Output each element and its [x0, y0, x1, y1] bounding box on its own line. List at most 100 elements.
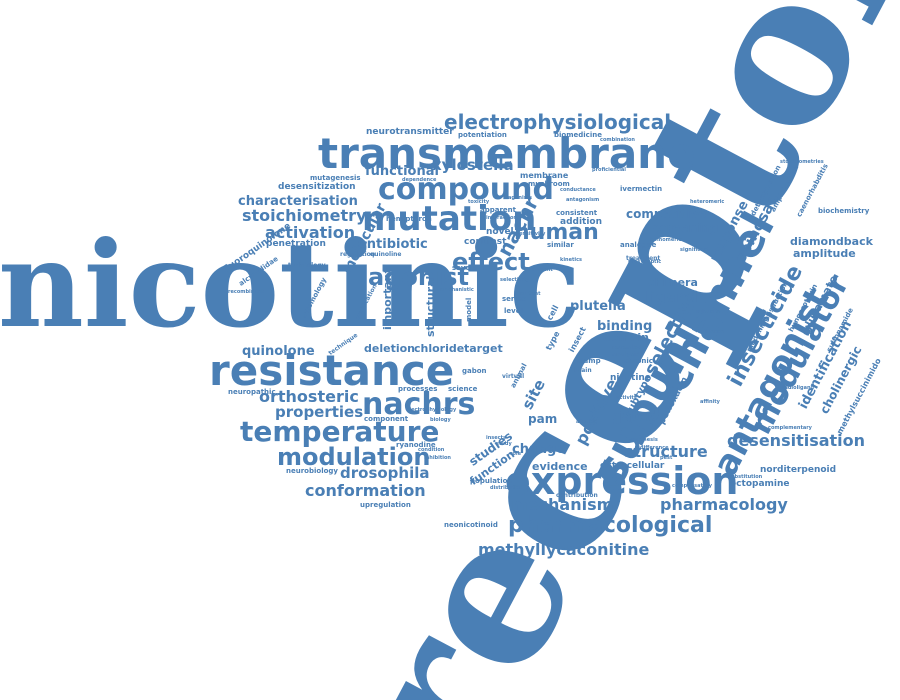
word-target: target: [464, 342, 503, 355]
word-nicotinic: nicotinic: [0, 215, 581, 354]
word-ryanodine: ryanodine: [396, 441, 436, 449]
word-difference: difference: [640, 445, 669, 451]
word-functional: functional: [365, 164, 439, 179]
word-significant: significant: [680, 247, 710, 253]
word-mushroom: mushroom: [528, 180, 570, 188]
word-clamp: clamp: [577, 357, 601, 365]
word-consistent: consistent: [556, 209, 598, 217]
word-extracellular: extracellular: [600, 461, 665, 471]
word-competitive: competitive: [626, 207, 707, 221]
word-xylostella: xylostella: [432, 156, 514, 174]
word-effect: effect: [452, 248, 530, 276]
word-hemipteron: hemipteron: [386, 215, 432, 223]
word-transmembrane: transmembrane: [318, 129, 696, 178]
word-series: series: [502, 295, 526, 303]
word-science: science: [448, 385, 478, 393]
word-neurotransmitter: neurotransmitter: [366, 127, 454, 137]
word-ligand: ligand: [645, 288, 698, 306]
word-combination: combination: [600, 137, 635, 143]
word-recombinant: recombinant: [228, 289, 264, 295]
word-heteromeric: heteromeric: [690, 199, 725, 205]
word-expression: expression: [505, 459, 739, 503]
word-pest: pest: [660, 455, 673, 461]
word-conformation: conformation: [305, 481, 426, 500]
word-conductance: conductance: [560, 187, 596, 193]
word-biomedicine: biomedicine: [554, 131, 602, 139]
word-potentiation: potentiation: [458, 131, 507, 139]
word-important: important: [381, 268, 394, 330]
word-novel: novel: [486, 227, 514, 237]
word-methyllycaconitine: methyllycaconitine: [478, 540, 650, 559]
word-plutella: plutella: [570, 299, 626, 314]
word-affinity: affinity: [700, 399, 720, 405]
word-antagonism: antagonism: [566, 197, 600, 203]
word-population: population: [470, 477, 513, 485]
word-biochemistry: biochemistry: [818, 207, 870, 215]
word-properties: properties: [275, 403, 364, 421]
word-several: several: [452, 264, 481, 272]
word-electrophysiological: electrophysiological: [444, 110, 672, 134]
word-screening: screening: [652, 221, 719, 235]
word-chimera: chimera: [648, 276, 698, 289]
word-mechanistic: mechanistic: [440, 287, 474, 293]
word-electrophysiology: electrophysiology: [406, 407, 457, 413]
word-influence: influence: [698, 329, 724, 335]
word-condition: condition: [418, 447, 445, 453]
word-mutagenesis: mutagenesis: [310, 174, 361, 182]
word-desensitization: desensitization: [278, 182, 356, 192]
word-drosophila: drosophila: [340, 464, 430, 482]
word-apparent: apparent: [480, 206, 516, 214]
word-quinoline: quinoline: [370, 251, 402, 258]
word-alkaloid: alkaloid: [576, 419, 599, 425]
word-chloride: chloride: [414, 342, 465, 355]
word-characterisation: characterisation: [238, 194, 358, 209]
word-subunits: subunits: [696, 309, 721, 315]
word-change: change: [512, 442, 566, 457]
word-model: model: [465, 297, 473, 322]
word-neurobiology: neurobiology: [286, 467, 338, 475]
word-resistance: resistance: [209, 346, 455, 395]
word-treatment: treatment: [626, 255, 661, 262]
word-evidence: evidence: [532, 460, 588, 473]
word-synthesis: synthesis: [631, 437, 658, 443]
word-neuropathic: neuropathic: [228, 388, 276, 396]
word-mutant: mutant: [520, 291, 541, 297]
word-human: human: [514, 220, 599, 245]
word-distribution: distribution: [490, 485, 524, 491]
word-brain: brain: [574, 367, 592, 374]
word-deletion: deletion: [364, 342, 415, 355]
word-selectivity: selectivity: [500, 277, 530, 283]
word-nicotine: nicotine: [610, 373, 651, 383]
word-radioligand: radioligand: [782, 385, 815, 391]
word-membrane: membrane: [520, 171, 569, 180]
word-analogue: analogue: [620, 241, 657, 249]
word-modulation: modulation: [277, 443, 431, 471]
word-pharmacological: pharmacological: [508, 513, 713, 538]
word-pam: pam: [528, 412, 558, 426]
word-compensatory: compensatory: [672, 483, 713, 489]
word-activation: activation: [265, 223, 356, 242]
word-ivermectin: ivermectin: [620, 185, 663, 193]
word-processes: processes: [398, 385, 438, 393]
word-compound: compound: [378, 172, 554, 207]
word-sensitivity: sensitivity: [516, 231, 546, 237]
word-inhibition: inhibition: [424, 455, 451, 461]
word-orthosteric: orthosteric: [259, 387, 359, 406]
word-quinolone: quinolone: [242, 344, 315, 359]
word-component: component: [364, 415, 409, 423]
word-amplitude: amplitude: [793, 247, 856, 260]
word-level: level: [504, 307, 523, 315]
word-mechanism: mechanism: [511, 495, 614, 514]
word-toxicity: toxicity: [468, 199, 490, 205]
word-study: study: [496, 441, 512, 447]
word-technology: technology: [288, 262, 326, 269]
word-proficiential: proficiential: [592, 167, 627, 173]
word-addition: addition: [560, 217, 603, 227]
word-revealed: revealed: [612, 344, 642, 351]
word-diamondback: diamondback: [790, 235, 873, 248]
word-temperature: temperature: [240, 415, 440, 448]
word-stoichiometries: stoichiometries: [780, 159, 824, 165]
word-antibiotic: antibiotic: [358, 237, 428, 252]
word-penetration: penetration: [266, 239, 326, 249]
